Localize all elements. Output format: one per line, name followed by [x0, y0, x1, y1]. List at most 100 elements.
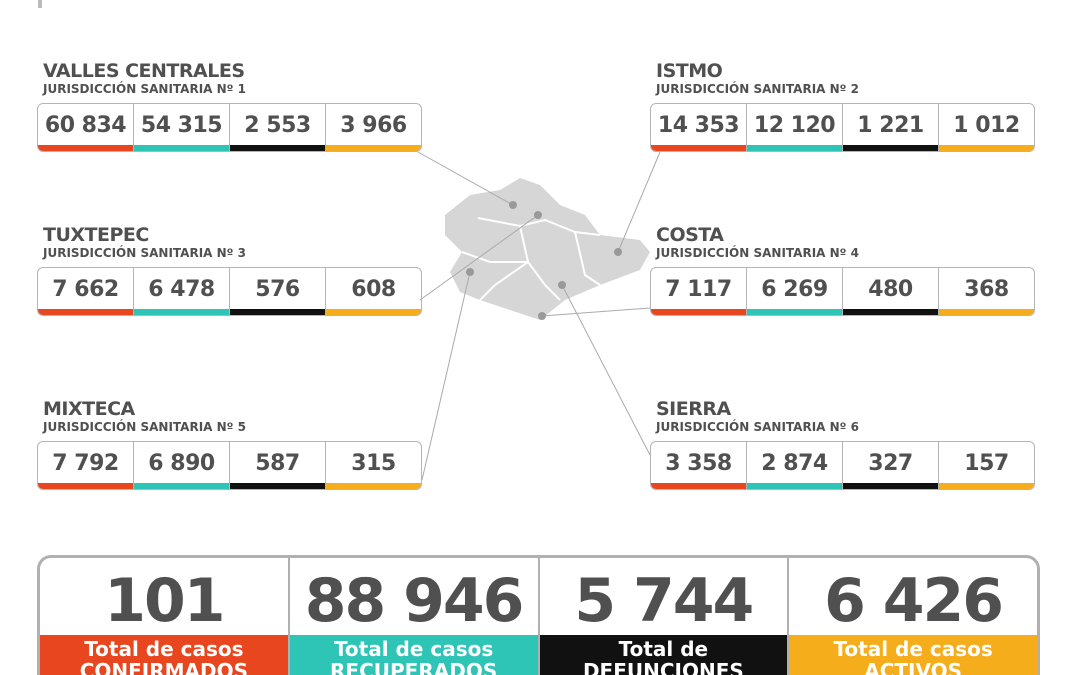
color-bar — [134, 309, 229, 315]
total-label-line: RECUPERADOS — [330, 659, 498, 675]
color-bar — [747, 145, 842, 151]
region-name: SIERRA — [656, 398, 731, 420]
map-points — [466, 201, 622, 320]
map — [417, 151, 661, 481]
total-label-line: ACTIVOS — [864, 659, 963, 675]
value-text: 157 — [964, 451, 1009, 476]
value-text: 7 662 — [52, 277, 119, 302]
region-name: MIXTECA — [43, 398, 135, 420]
region-box: 7 662 6 478 576 608 — [37, 267, 422, 316]
value-text: 7 117 — [665, 277, 732, 302]
value-text: 54 315 — [140, 113, 223, 138]
value-text: 2 553 — [244, 113, 311, 138]
total-label: Total de casos CONFIRMADOS — [40, 635, 288, 675]
value-text: 1 221 — [857, 113, 924, 138]
region-jurisdiction: JURISDICCIÓN SANITARIA Nº 4 — [656, 246, 859, 260]
region-value: 315 — [326, 442, 421, 489]
value-text: 576 — [255, 277, 300, 302]
total-cell: 6 426 Total de casos ACTIVOS — [789, 558, 1037, 675]
color-bar — [939, 483, 1034, 489]
total-label-line: DEFUNCIONES — [582, 659, 744, 675]
total-label-line: CONFIRMADOS — [79, 659, 249, 675]
region-value: 608 — [326, 268, 421, 315]
color-bar — [843, 145, 938, 151]
region-value: 2 874 — [747, 442, 843, 489]
color-bar — [326, 483, 421, 489]
color-bar — [651, 309, 746, 315]
color-bar — [843, 309, 938, 315]
color-bar — [939, 309, 1034, 315]
region-value: 480 — [843, 268, 939, 315]
region-value: 327 — [843, 442, 939, 489]
total-label-line: Total de casos — [84, 637, 244, 661]
color-bar — [230, 483, 325, 489]
region-box: 7 792 6 890 587 315 — [37, 441, 422, 490]
color-bar — [38, 483, 133, 489]
value-text: 315 — [351, 451, 396, 476]
color-bar — [230, 309, 325, 315]
region-value: 1 221 — [843, 104, 939, 151]
value-text: 3 358 — [665, 451, 732, 476]
region-name: ISTMO — [656, 60, 723, 82]
region-value: 2 553 — [230, 104, 326, 151]
region-box: 7 117 6 269 480 368 — [650, 267, 1035, 316]
total-label-line: Total de — [618, 637, 709, 661]
region-value: 60 834 — [38, 104, 134, 151]
value-text: 2 874 — [761, 451, 828, 476]
region-jurisdiction: JURISDICCIÓN SANITARIA Nº 3 — [43, 246, 246, 260]
region-name: TUXTEPEC — [43, 224, 149, 246]
value-text: 7 792 — [52, 451, 119, 476]
color-bar — [326, 309, 421, 315]
region-value: 7 117 — [651, 268, 747, 315]
region-jurisdiction: JURISDICCIÓN SANITARIA Nº 5 — [43, 420, 246, 434]
value-text: 3 966 — [340, 113, 407, 138]
total-value: 88 946 — [304, 566, 525, 636]
region-jurisdiction: JURISDICCIÓN SANITARIA Nº 1 — [43, 82, 246, 96]
region-box: 60 834 54 315 2 553 3 966 — [37, 103, 422, 152]
map-borders — [461, 217, 601, 301]
region-box: 14 353 12 120 1 221 1 012 — [650, 103, 1035, 152]
region-value: 3 358 — [651, 442, 747, 489]
total-label-line: Total de casos — [333, 637, 494, 661]
total-label: Total de casos RECUPERADOS — [289, 635, 538, 675]
value-text: 6 478 — [148, 277, 215, 302]
color-bar — [747, 483, 842, 489]
region-value: 1 012 — [939, 104, 1034, 151]
color-bar — [843, 483, 938, 489]
value-text: 587 — [255, 451, 300, 476]
total-cell: 88 946 Total de casos RECUPERADOS — [289, 558, 540, 675]
value-text: 327 — [868, 451, 913, 476]
value-text: 60 834 — [44, 113, 127, 138]
connectors — [417, 151, 661, 481]
total-value: 5 744 — [574, 566, 754, 636]
color-bar — [38, 309, 133, 315]
value-text: 6 890 — [148, 451, 215, 476]
color-bar — [651, 483, 746, 489]
color-bar — [939, 145, 1034, 151]
color-bar — [38, 145, 133, 151]
region-jurisdiction: JURISDICCIÓN SANITARIA Nº 6 — [656, 420, 859, 434]
color-bar — [134, 483, 229, 489]
region-value: 7 792 — [38, 442, 134, 489]
total-value: 6 426 — [824, 566, 1004, 636]
region-name: VALLES CENTRALES — [43, 60, 245, 82]
total-label: Total de casos ACTIVOS — [789, 635, 1037, 675]
region-value: 6 478 — [134, 268, 230, 315]
region-box: 3 358 2 874 327 157 — [650, 441, 1035, 490]
region-jurisdiction: JURISDICCIÓN SANITARIA Nº 2 — [656, 82, 859, 96]
region-value: 54 315 — [134, 104, 230, 151]
region-name: COSTA — [656, 224, 724, 246]
total-label-line: Total de casos — [833, 637, 993, 661]
value-text: 368 — [964, 277, 1009, 302]
region-value: 576 — [230, 268, 326, 315]
region-value: 587 — [230, 442, 326, 489]
region-value: 3 966 — [326, 104, 421, 151]
value-text: 608 — [351, 277, 396, 302]
color-bar — [326, 145, 421, 151]
region-value: 368 — [939, 268, 1034, 315]
top-rule — [38, 0, 42, 8]
color-bar — [230, 145, 325, 151]
